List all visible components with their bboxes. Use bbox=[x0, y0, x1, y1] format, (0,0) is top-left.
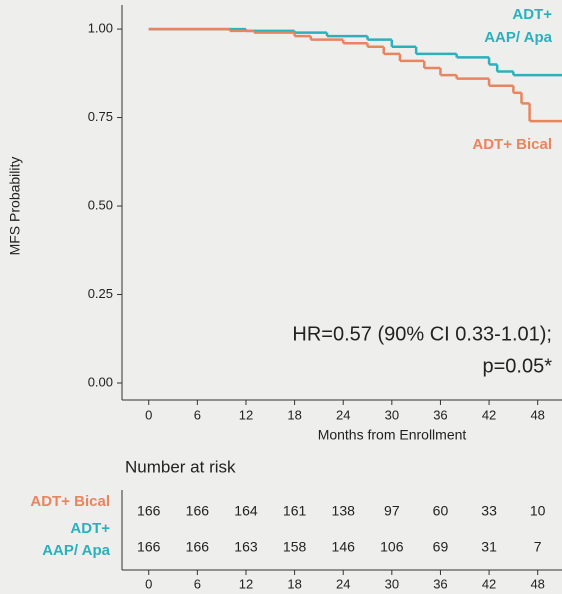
y-tick-label: 0.00 bbox=[88, 374, 113, 389]
risk-row-label: ADT+ Bical bbox=[30, 493, 110, 510]
risk-count: 164 bbox=[234, 503, 258, 519]
hr-annotation: HR=0.57 (90% CI 0.33-1.01); bbox=[292, 323, 552, 345]
risk-count: 166 bbox=[186, 539, 210, 555]
risk-count: 10 bbox=[530, 503, 546, 519]
risk-table-title: Number at risk bbox=[125, 457, 236, 476]
risk-count: 69 bbox=[433, 539, 449, 555]
risk-count: 166 bbox=[137, 503, 161, 519]
risk-count: 158 bbox=[283, 539, 307, 555]
y-axis-label: MFS Probability bbox=[7, 157, 23, 256]
risk-count: 146 bbox=[332, 539, 356, 555]
x-tick-label: 0 bbox=[145, 407, 152, 422]
y-tick-label: 0.75 bbox=[88, 109, 113, 124]
risk-time-label: 48 bbox=[530, 576, 544, 591]
risk-time-label: 30 bbox=[385, 576, 399, 591]
risk-time-label: 36 bbox=[433, 576, 447, 591]
risk-count: 31 bbox=[481, 539, 497, 555]
x-tick-label: 30 bbox=[385, 407, 399, 422]
risk-count: 97 bbox=[384, 503, 400, 519]
x-tick-label: 48 bbox=[530, 407, 544, 422]
risk-time-label: 18 bbox=[287, 576, 301, 591]
risk-count: 138 bbox=[332, 503, 356, 519]
x-tick-label: 24 bbox=[336, 407, 350, 422]
risk-count: 161 bbox=[283, 503, 307, 519]
risk-time-label: 42 bbox=[482, 576, 496, 591]
x-tick-label: 36 bbox=[433, 407, 447, 422]
legend-label: AAP/ Apa bbox=[484, 29, 552, 46]
x-axis-label: Months from Enrollment bbox=[318, 427, 467, 443]
risk-time-label: 12 bbox=[239, 576, 253, 591]
risk-time-label: 0 bbox=[145, 576, 152, 591]
risk-count: 166 bbox=[137, 539, 161, 555]
risk-count: 166 bbox=[186, 503, 210, 519]
x-tick-label: 18 bbox=[287, 407, 301, 422]
risk-time-label: 24 bbox=[336, 576, 350, 591]
y-tick-label: 0.50 bbox=[88, 197, 113, 212]
risk-row-label: ADT+ bbox=[70, 520, 110, 537]
p-annotation: p=0.05* bbox=[482, 355, 552, 377]
legend-label: ADT+ Bical bbox=[472, 136, 552, 153]
risk-count: 106 bbox=[380, 539, 404, 555]
x-tick-label: 42 bbox=[482, 407, 496, 422]
legend-label: ADT+ bbox=[512, 6, 552, 23]
risk-count: 60 bbox=[433, 503, 449, 519]
x-tick-label: 6 bbox=[194, 407, 201, 422]
risk-count: 7 bbox=[534, 539, 542, 555]
risk-time-label: 6 bbox=[194, 576, 201, 591]
risk-row-label: AAP/ Apa bbox=[42, 542, 110, 559]
x-tick-label: 12 bbox=[239, 407, 253, 422]
y-tick-label: 1.00 bbox=[88, 21, 113, 36]
risk-count: 33 bbox=[481, 503, 497, 519]
risk-count: 163 bbox=[234, 539, 258, 555]
y-tick-label: 0.25 bbox=[88, 286, 113, 301]
